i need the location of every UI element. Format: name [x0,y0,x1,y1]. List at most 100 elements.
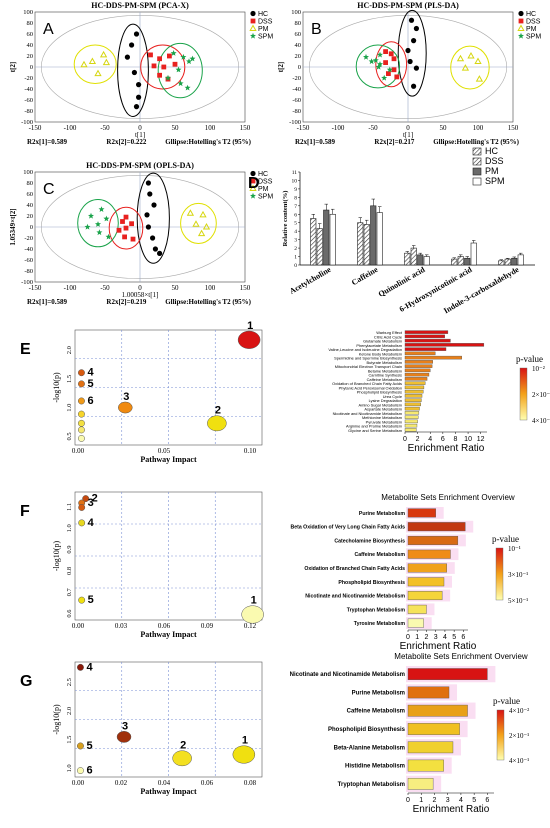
pathway-bubble [78,398,84,404]
bar-dss [458,257,464,265]
dss-point [157,56,162,61]
pathway-label: Nicotinate and Nicotinamide Metabolism [290,672,405,678]
enrichment-bar [408,509,436,518]
bubble-label: 4 [86,661,93,673]
y-tick-label: 2.0 [66,346,73,354]
x-tick-label: 0.00 [72,447,85,455]
pathway-bubble [78,427,84,433]
panel-letter: E [20,341,31,358]
chart-title: Metabolite Sets Enrichment Overview [381,493,515,502]
chart-title: Metabolite Sets Enrichment Overview [394,652,528,661]
bar-spm [330,214,336,265]
bar-hc [405,253,411,265]
panel-letter: D [248,175,260,192]
legend-label-pm: PM [526,26,537,33]
dss-point [129,221,134,226]
enrichment-bar [405,356,462,359]
x-axis-label: Enrichment Ratio [408,443,485,454]
chart-title: HC-DDS-PM-SPM (OPLS-DA) [86,161,194,170]
enrichment-bar [408,760,444,771]
y-tick-label: -100 [21,279,33,286]
enrichment-bar [408,564,447,573]
bubble-label: 1 [242,735,248,747]
pathway-bubble [78,370,84,376]
dss-point [392,67,397,72]
y-tick-label: 100 [23,169,33,176]
y-tick-label: 6 [294,212,297,218]
hc-point [411,84,416,89]
enrichment-bar [405,382,425,385]
legend-label-spm: SPM [258,194,273,201]
hc-point [250,11,255,16]
pathway-bubble [207,416,226,431]
colorbar-tick-label: 5×10⁻¹ [508,597,528,605]
bar-hc [358,223,364,265]
legend-title: p-value [492,534,519,544]
pathway-bubble [78,504,84,510]
hc-point [518,11,523,16]
y-tick-label: 100 [291,9,301,16]
dss-point [124,215,129,220]
bubble-label: 4 [88,517,95,529]
dss-point [383,60,388,65]
enrichment-bar [405,335,445,338]
y-axis-label: Relative content(%) [282,191,289,247]
x-tick-label: 0.03 [115,622,128,630]
y-tick-label: -60 [24,257,33,264]
x-tick-label: 0.08 [244,779,257,787]
x-tick-label: 0.04 [158,779,171,787]
x-tick-label: 0.06 [158,622,171,630]
x-tick-label: 6 [485,797,489,804]
panel-letter: B [311,21,322,38]
legend-label-spm: SPM [485,176,505,186]
y-tick-label: -20 [292,75,301,82]
pathway-label: Phospholipid Biosynthesis [328,727,406,733]
y-tick-label: 10 [292,178,298,184]
hc-point [125,55,130,60]
enrichment-bar [405,390,423,393]
legend-label-pm: PM [485,166,499,176]
bubble-label: 5 [86,740,92,752]
enrichment-bar [405,373,429,376]
enrichment-bar [405,369,430,372]
dss-point [152,64,157,69]
x-tick-label: 100 [205,124,216,132]
footer-ellipse-note: Gllipse:Hotelling's T2 (95%) [165,298,251,306]
bar-spm [424,257,430,265]
chart-title: HC-DDS-PM-SPM (PCA-X) [91,1,189,10]
footer-ellipse-note: Gllipse:Hotelling's T2 (95%) [165,138,251,146]
y-tick-label: 80 [27,180,34,187]
panel-c-score-plot: -150 -100 -50 0 50 100 150-100-80-60-40-200204… [9,161,273,306]
enrichment-bar [408,591,442,600]
pathway-bubble [238,331,260,349]
x-tick-label: 6 [461,634,465,641]
pathway-bubble [173,751,192,766]
x-tick-label: -50 [100,284,110,292]
y-axis-label: t[2] [9,62,17,73]
y-tick-label: -80 [24,108,33,115]
bar-hc [311,219,317,266]
x-tick-label: 1 [415,634,419,641]
y-tick-label: -100 [21,119,33,126]
x-tick-label: 3 [434,634,438,641]
y-tick-label: 100 [23,9,33,16]
pathway-label: Purine Metabolism [359,511,406,517]
pathway-bubble [78,597,84,603]
footer-r2x2: R2x[2]=0.219 [106,298,146,306]
panel-f-enrichment-chart: Purine MetabolismBeta Oxidation of Very … [290,493,528,652]
x-tick-label: 150 [240,284,251,292]
y-tick-label: 0 [30,64,33,71]
y-tick-label: 20 [27,213,34,220]
enrichment-bar [405,394,422,397]
y-tick-label: 0.7 [66,587,73,596]
x-tick-label: 150 [240,124,251,132]
legend-title: p-value [516,354,543,364]
y-tick-label: 5 [294,221,297,227]
x-tick-label: 1 [419,797,423,804]
colorbar-tick-label: 10⁻² [532,365,545,373]
y-tick-label: 20 [27,53,34,60]
enrichment-bar [408,619,424,628]
hc-point [144,212,149,217]
x-tick-label: 4 [428,436,432,443]
dss-point [124,226,129,231]
